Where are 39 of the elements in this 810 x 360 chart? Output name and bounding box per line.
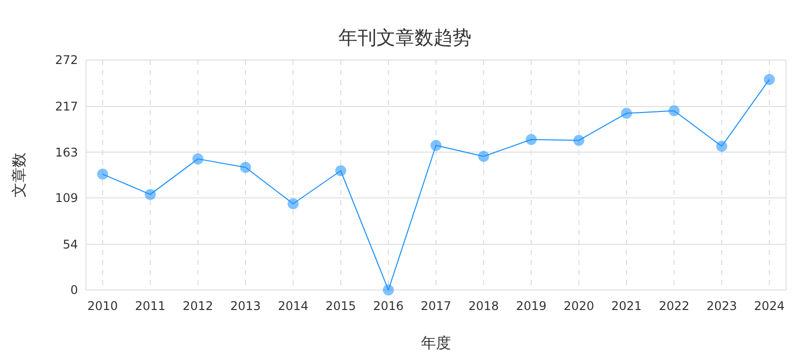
point xyxy=(620,108,632,119)
x-tick-label: 2013 xyxy=(230,299,261,313)
point xyxy=(716,140,728,152)
x-tick-label: 2016 xyxy=(373,299,404,313)
x-tick-label: 2022 xyxy=(658,299,690,313)
x-axis-title: 年度 xyxy=(421,334,451,352)
x-tick-label: 2021 xyxy=(611,299,642,313)
x-tick-label: 2014 xyxy=(278,299,308,313)
chart-title: 年刊文章数趋势 xyxy=(338,27,472,49)
y-tick-label: 109 xyxy=(55,191,78,206)
x-tick-label: 2010 xyxy=(87,299,118,313)
x-tick-label: 2011 xyxy=(135,299,166,313)
y-tick-label: 163 xyxy=(55,145,78,160)
point xyxy=(335,165,346,176)
y-tick-label: 54 xyxy=(62,238,78,252)
point xyxy=(240,162,252,173)
y-tick-label: 272 xyxy=(55,53,78,68)
x-tick-label: 2017 xyxy=(420,299,452,313)
y-tick-label: 0 xyxy=(70,283,78,298)
point xyxy=(144,188,156,200)
point xyxy=(764,74,775,85)
y-tick-label: 217 xyxy=(55,100,78,114)
y-axis-title: 文章数 xyxy=(10,152,28,198)
point xyxy=(382,284,394,296)
point xyxy=(288,198,299,210)
point xyxy=(526,134,537,145)
x-tick-label: 2023 xyxy=(706,299,737,313)
x-tick-label: 2019 xyxy=(516,299,547,313)
x-tick-label: 2015 xyxy=(325,299,356,313)
point xyxy=(668,105,680,116)
point xyxy=(430,140,442,151)
point xyxy=(478,150,490,162)
x-tick-label: 2024 xyxy=(754,299,785,313)
x-tick-label: 2012 xyxy=(182,299,214,313)
x-tick-label: 2018 xyxy=(468,299,499,313)
point xyxy=(573,134,584,146)
point xyxy=(192,153,204,164)
x-tick-label: 2020 xyxy=(564,299,594,313)
point xyxy=(97,168,108,180)
